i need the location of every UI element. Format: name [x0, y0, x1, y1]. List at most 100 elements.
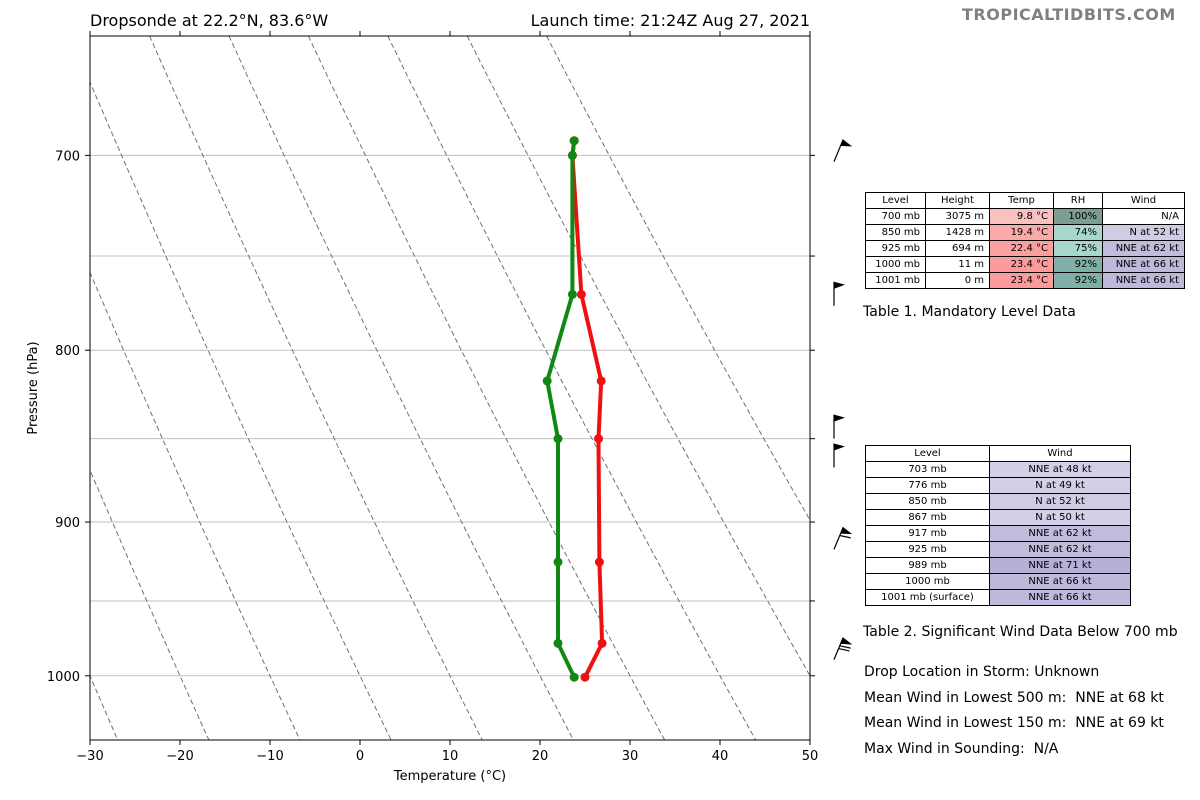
table2-header-cell: Wind: [989, 445, 1131, 462]
x-tick-label: 50: [802, 749, 819, 764]
level-cell: 1001 mb (surface): [865, 589, 990, 606]
level-cell: 700 mb: [865, 208, 926, 225]
table2-row: 917 mb NNE at 62 kt: [865, 525, 1131, 542]
wind-cell: NNE at 62 kt: [989, 541, 1131, 558]
wind-cell: N at 50 kt: [989, 509, 1131, 526]
wind-cell: NNE at 66 kt: [989, 573, 1131, 590]
table1-row: 850 mb 1428 m 19.4 °C 74% N at 52 kt: [865, 224, 1185, 241]
dry-adiabat-line: [90, 674, 119, 740]
level-cell: 776 mb: [865, 477, 990, 494]
wind-cell: NNE at 66 kt: [1102, 272, 1185, 289]
temp-cell: 23.4 °C: [989, 272, 1054, 289]
level-cell: 925 mb: [865, 541, 990, 558]
temperature-point: [580, 672, 590, 682]
temp-cell: 22.4 °C: [989, 240, 1054, 257]
table1-row: 1001 mb 0 m 23.4 °C 92% NNE at 66 kt: [865, 272, 1185, 289]
dry-adiabat-line: [387, 36, 757, 740]
dry-adiabat-line: [546, 36, 810, 522]
table1-header-cell: Wind: [1102, 192, 1185, 209]
y-tick-label: 1000: [47, 670, 80, 685]
x-tick-label: −20: [166, 749, 193, 764]
dry-adiabat-line: [0, 36, 27, 740]
height-cell: 1428 m: [925, 224, 990, 241]
table2-row: 850 mb N at 52 kt: [865, 493, 1131, 510]
table2-row: 989 mb NNE at 71 kt: [865, 557, 1131, 574]
wind-cell: N/A: [1102, 208, 1185, 225]
temperature-point: [594, 557, 604, 567]
x-tick-label: 10: [442, 749, 459, 764]
level-cell: 917 mb: [865, 525, 990, 542]
table2-row: 1000 mb NNE at 66 kt: [865, 573, 1131, 590]
table1-header-cell: Level: [865, 192, 926, 209]
table1-header-cell: RH: [1053, 192, 1103, 209]
wind-cell: NNE at 62 kt: [1102, 240, 1185, 257]
rh-cell: 92%: [1053, 256, 1103, 273]
x-tick-label: 30: [622, 749, 639, 764]
dewpoint-point: [569, 136, 579, 146]
mean-wind-500-text: Mean Wind in Lowest 500 m: NNE at 68 kt: [864, 690, 1164, 706]
x-tick-label: 40: [712, 749, 729, 764]
x-tick-label: 0: [356, 749, 364, 764]
table2-caption: Table 2. Significant Wind Data Below 700…: [863, 624, 1178, 640]
wind-cell: N at 49 kt: [989, 477, 1131, 494]
wind-barb-icon: [833, 281, 845, 306]
mandatory-level-table: Level Height Temp RH Wind 700 mb 3075 m 9.8 °C…: [865, 192, 1185, 289]
table2-row: 867 mb N at 50 kt: [865, 509, 1131, 526]
height-cell: 0 m: [925, 272, 990, 289]
y-tick-label: 800: [55, 344, 80, 359]
dewpoint-point: [567, 150, 577, 160]
dry-adiabat-line: [307, 36, 666, 740]
temperature-point: [597, 638, 607, 648]
temperature-point: [576, 289, 586, 299]
dry-adiabat-line: [149, 36, 483, 740]
wind-cell: NNE at 66 kt: [989, 589, 1131, 606]
wind-cell: NNE at 62 kt: [989, 525, 1131, 542]
rh-cell: 75%: [1053, 240, 1103, 257]
dewpoint-point: [567, 289, 577, 299]
table1-caption: Table 1. Mandatory Level Data: [863, 304, 1076, 320]
table2-row: 925 mb NNE at 62 kt: [865, 541, 1131, 558]
table1-row: 700 mb 3075 m 9.8 °C 100% N/A: [865, 208, 1185, 225]
level-cell: 703 mb: [865, 461, 990, 478]
dewpoint-point: [569, 672, 579, 682]
max-wind-text: Max Wind in Sounding: N/A: [864, 741, 1059, 757]
y-axis-title: Pressure (hPa): [26, 341, 41, 434]
level-cell: 989 mb: [865, 557, 990, 574]
x-tick-label: −10: [256, 749, 283, 764]
wind-barb-icon: [833, 526, 853, 550]
dry-adiabat-line: [90, 468, 210, 740]
height-cell: 3075 m: [925, 208, 990, 225]
height-cell: 694 m: [925, 240, 990, 257]
level-cell: 850 mb: [865, 224, 926, 241]
dry-adiabat-line: [90, 271, 301, 740]
plot-frame: [89, 35, 811, 741]
table1-row: 925 mb 694 m 22.4 °C 75% NNE at 62 kt: [865, 240, 1185, 257]
table1-header-cell: Height: [925, 192, 990, 209]
wind-cell: NNE at 66 kt: [1102, 256, 1185, 273]
dewpoint-point: [553, 434, 563, 444]
dewpoint-line: [545, 140, 577, 679]
level-cell: 925 mb: [865, 240, 926, 257]
height-cell: 11 m: [925, 256, 990, 273]
level-cell: 850 mb: [865, 493, 990, 510]
table2-row: 703 mb NNE at 48 kt: [865, 461, 1131, 478]
significant-wind-table: Level Wind 703 mb NNE at 48 kt 776 mb N at 4…: [865, 445, 1131, 606]
dry-adiabat-line: [90, 80, 392, 740]
wind-barb-icon: [833, 139, 853, 162]
mean-wind-150-text: Mean Wind in Lowest 150 m: NNE at 69 kt: [864, 715, 1164, 731]
temperature-point: [596, 376, 606, 386]
brand-watermark: TROPICALTIDBITS.COM: [962, 5, 1176, 24]
drop-location-text: Drop Location in Storm: Unknown: [864, 664, 1100, 680]
level-cell: 867 mb: [865, 509, 990, 526]
temp-cell: 9.8 °C: [989, 208, 1054, 225]
wind-barb-icon: [833, 637, 853, 660]
rh-cell: 92%: [1053, 272, 1103, 289]
level-cell: 1001 mb: [865, 272, 926, 289]
dewpoint-point: [553, 638, 563, 648]
temperature-point: [594, 434, 603, 444]
table2-row: 776 mb N at 49 kt: [865, 477, 1131, 494]
wind-barb-icon: [833, 414, 845, 439]
dry-adiabat-line: [228, 36, 574, 740]
level-cell: 1000 mb: [865, 573, 990, 590]
dry-adiabat-line: [466, 36, 810, 677]
